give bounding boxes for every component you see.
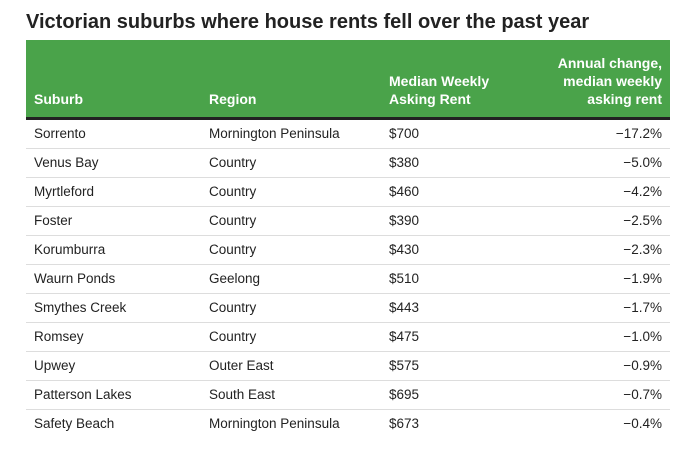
cell-suburb: Romsey [26,322,201,352]
cell-median-rent: $510 [381,264,526,294]
cell-region: Country [201,148,381,178]
cell-median-rent: $695 [381,380,526,410]
column-header-suburb: Suburb [26,40,201,120]
cell-annual-change: −1.9% [526,264,670,294]
cell-median-rent: $700 [381,118,526,149]
cell-annual-change: −1.7% [526,293,670,323]
table-row: Venus Bay Country $380 −5.0% [26,148,670,178]
cell-median-rent: $430 [381,235,526,265]
table-row: Korumburra Country $430 −2.3% [26,235,670,265]
header-row: Suburb Region Median Weekly Asking Rent … [26,40,670,120]
cell-median-rent: $673 [389,415,420,431]
cell-median-rent: $575 [381,351,526,381]
cell-region: Geelong [201,264,381,294]
cell-median-rent: $380 [381,148,526,178]
cell-annual-change: −17.2% [526,118,670,149]
cell-annual-change: −0.7% [526,380,670,410]
column-header-region: Region [201,40,381,120]
table-row: Sorrento Mornington Peninsula $700 −17.2% [26,118,670,149]
cell-suburb: Safety Beach [34,415,115,431]
cell-annual-change: −0.9% [526,351,670,381]
cell-annual-change: −4.2% [526,177,670,207]
cell-region: Country [201,235,381,265]
cell-median-rent: $390 [381,206,526,236]
cell-region: South East [201,380,381,410]
table-row: Safety Beach Mornington Peninsula $673 −0.4… [26,409,670,438]
cell-region: Country [201,206,381,236]
cell-region: Country [201,322,381,352]
table-row: Foster Country $390 −2.5% [26,206,670,236]
rent-table: Suburb Region Median Weekly Asking Rent … [26,40,670,438]
cell-region: Mornington Peninsula [201,118,381,149]
cell-annual-change: −1.0% [526,322,670,352]
cell-suburb: Smythes Creek [26,293,201,323]
cell-suburb: Foster [26,206,201,236]
cell-median-rent: $443 [381,293,526,323]
cell-suburb: Korumburra [26,235,201,265]
cell-annual-change: −2.5% [526,206,670,236]
cell-suburb: Myrtleford [26,177,201,207]
chart-title: Victorian suburbs where house rents fell… [26,11,590,33]
cell-median-rent: $460 [381,177,526,207]
table-row: Smythes Creek Country $443 −1.7% [26,293,670,323]
cell-annual-change: −5.0% [526,148,670,178]
cell-region: Country [201,177,381,207]
table-header: Suburb Region Median Weekly Asking Rent … [26,40,670,120]
cell-suburb: Upwey [26,351,201,381]
cell-suburb: Patterson Lakes [26,380,201,410]
table-row: Romsey Country $475 −1.0% [26,322,670,352]
cell-region: Country [201,293,381,323]
cell-annual-change: −0.4% [623,415,662,431]
table-row: Upwey Outer East $575 −0.9% [26,351,670,381]
table-body: Sorrento Mornington Peninsula $700 −17.2% Ve… [26,118,670,438]
cell-suburb: Sorrento [26,118,201,149]
table-row: Patterson Lakes South East $695 −0.7% [26,380,670,410]
cell-region: Mornington Peninsula [209,415,340,431]
table-row: Waurn Ponds Geelong $510 −1.9% [26,264,670,294]
column-header-annual-change: Annual change, median weekly asking rent [526,40,670,120]
cell-region: Outer East [201,351,381,381]
column-header-median-rent: Median Weekly Asking Rent [381,40,526,120]
cell-suburb: Waurn Ponds [26,264,201,294]
cell-suburb: Venus Bay [26,148,201,178]
cell-median-rent: $475 [381,322,526,352]
table-row: Myrtleford Country $460 −4.2% [26,177,670,207]
cell-annual-change: −2.3% [526,235,670,265]
